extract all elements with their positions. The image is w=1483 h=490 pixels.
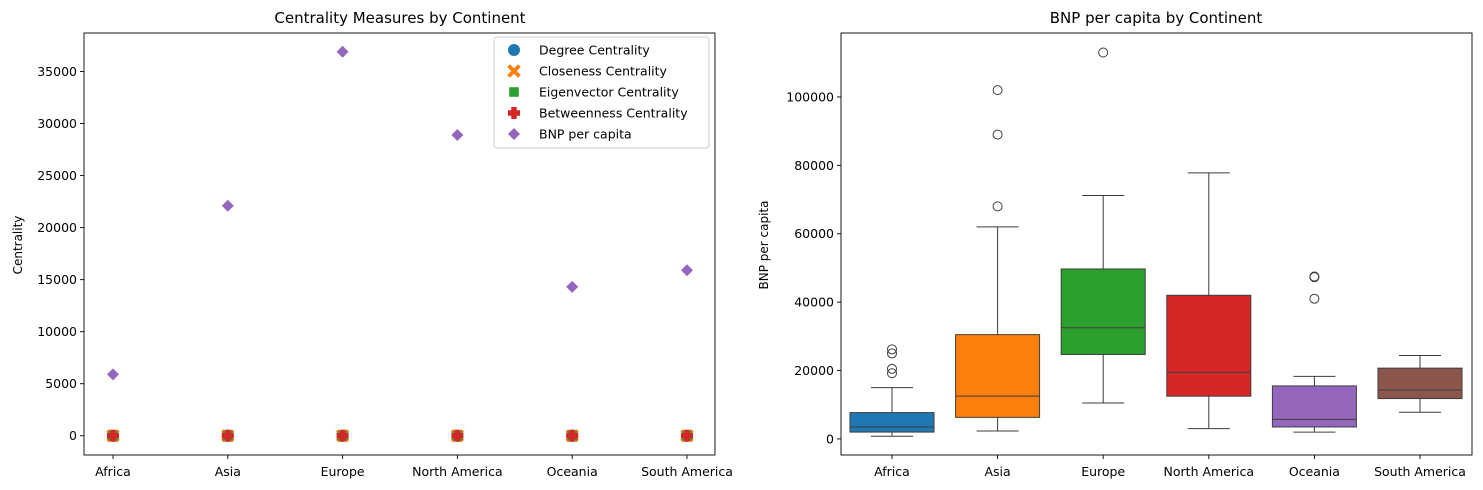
legend-marker: [509, 87, 519, 97]
right-plot-frame: [840, 32, 1473, 456]
legend-box: [493, 36, 710, 149]
left-y-axis-label: Centrality: [11, 216, 25, 275]
left-y-tick-label: 35000: [37, 64, 77, 79]
box-north-america: [1166, 294, 1252, 397]
right-y-tick-label: 60000: [794, 226, 834, 241]
outlier-point: [992, 129, 1003, 140]
box-south-america: [1377, 367, 1463, 400]
outlier-point: [1098, 47, 1109, 58]
legend-marker: [507, 64, 521, 78]
right-y-axis-label: BNP per capita: [757, 201, 771, 290]
left-y-tick-label: 25000: [37, 168, 77, 183]
box-oceania: [1271, 385, 1357, 428]
scatter-point: [566, 429, 579, 442]
left-y-tick-label: 5000: [45, 376, 77, 391]
left-x-tick-label: North America: [412, 464, 503, 479]
scatter-point: [107, 368, 119, 381]
right-x-tick-label: Europe: [1081, 464, 1125, 479]
left-x-tick-label: South America: [641, 464, 733, 479]
right-y-axis-ticks: 0 20000 40000 60000 80000 100000: [786, 89, 841, 446]
left-y-tick-label: 0: [69, 428, 77, 443]
scatter-point: [336, 429, 349, 442]
right-x-tick-label: South America: [1374, 464, 1466, 479]
legend-marker: [508, 128, 520, 140]
right-y-tick-label: 0: [826, 431, 834, 446]
left-y-axis-ticks: 0 5000 10000 15000 20000 25000 30000 35000: [37, 64, 84, 443]
legend-label: Betweenness Centrality: [539, 106, 688, 121]
outlier-point: [1309, 272, 1320, 283]
outlier-point: [887, 344, 897, 355]
right-x-axis-ticks: Africa Asia Europe North America Oceania Sout…: [874, 455, 1466, 479]
legend-marker: [508, 107, 520, 119]
box-africa: [849, 412, 935, 433]
left-scatter-marks: [106, 45, 694, 443]
right-y-tick-label: 80000: [794, 158, 834, 173]
outlier-point: [1309, 293, 1320, 304]
scatter-point: [451, 128, 464, 141]
scatter-point: [681, 429, 693, 442]
outlier-point: [887, 368, 897, 379]
right-x-tick-label: Oceania: [1289, 464, 1340, 479]
legend: Degree Centrality Closeness Centrality Eig…: [493, 36, 710, 149]
scatter-point: [566, 280, 579, 293]
box-asia: [955, 334, 1041, 418]
left-y-tick-label: 20000: [37, 220, 77, 235]
box-europe: [1060, 268, 1146, 355]
legend-label: Eigenvector Centrality: [539, 85, 679, 100]
right-x-tick-label: Africa: [874, 464, 910, 479]
left-x-tick-label: Asia: [215, 464, 241, 479]
outlier-point: [887, 363, 897, 374]
right-y-tick-label: 20000: [794, 363, 834, 378]
centrality-scatter-panel: Centrality Measures by Continent Central…: [11, 9, 733, 479]
right-y-tick-label: 100000: [786, 89, 834, 104]
left-y-tick-label: 10000: [37, 324, 77, 339]
left-y-tick-label: 30000: [37, 116, 77, 131]
left-x-tick-label: Oceania: [547, 464, 598, 479]
left-x-tick-label: Europe: [321, 464, 365, 479]
left-y-tick-label: 15000: [37, 272, 77, 287]
scatter-point: [107, 429, 119, 442]
left-plot-frame: [83, 32, 716, 456]
outlier-point: [992, 85, 1003, 96]
left-x-axis-ticks: Africa Asia Europe North America Oceania Sout…: [95, 455, 733, 479]
scatter-point: [451, 429, 464, 442]
scatter-point: [681, 264, 693, 277]
right-x-tick-label: North America: [1164, 464, 1255, 479]
scatter-point: [336, 45, 349, 58]
right-box-marks: [849, 47, 1463, 437]
legend-label: BNP per capita: [539, 127, 632, 142]
scatter-point: [221, 199, 234, 212]
outlier-point: [992, 201, 1003, 212]
right-chart-title: BNP per capita by Continent: [1050, 9, 1263, 27]
legend-marker: [508, 44, 520, 56]
left-chart-title: Centrality Measures by Continent: [274, 9, 525, 27]
outlier-point: [887, 348, 897, 359]
left-x-tick-label: Africa: [95, 464, 131, 479]
right-y-tick-label: 40000: [794, 295, 834, 310]
legend-label: Degree Centrality: [539, 43, 650, 58]
scatter-point: [221, 429, 234, 442]
bnp-box-panel: BNP per capita by Continent BNP per capi…: [757, 9, 1473, 479]
legend-label: Closeness Centrality: [539, 64, 668, 79]
right-x-tick-label: Asia: [984, 464, 1010, 479]
